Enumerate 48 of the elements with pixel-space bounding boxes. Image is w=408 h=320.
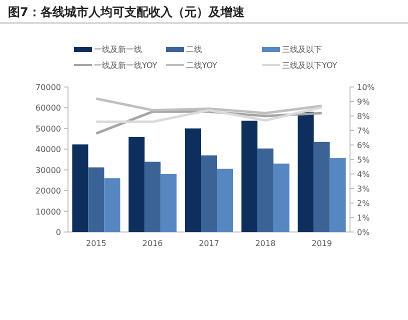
chart-title: 图7：各线城市人均可支配收入（元）及增速 <box>8 5 246 19</box>
bar <box>201 155 217 232</box>
y-tick-label: 10000 <box>36 207 61 216</box>
legend-label: 三线及以下YOY <box>282 61 338 70</box>
bar <box>128 136 145 232</box>
legend-label: 二线YOY <box>186 61 218 70</box>
legend-label: 一线及新一线YOY <box>94 61 158 70</box>
bar <box>72 144 88 232</box>
line-series <box>94 106 324 124</box>
y2-tick-label: 9% <box>357 98 370 106</box>
y2-tick-label: 6% <box>357 141 370 150</box>
bar <box>217 168 233 232</box>
bar <box>298 112 314 232</box>
y2-tick-label: 10% <box>357 83 376 92</box>
bar <box>88 167 104 232</box>
y2-tick-label: 1% <box>357 214 370 222</box>
legend-label: 二线 <box>186 45 202 54</box>
y2-tick-label: 7% <box>357 126 370 136</box>
y2-tick-label: 2% <box>357 199 370 208</box>
legend-label: 一线及新一线 <box>94 45 142 54</box>
y2-tick-label: 8% <box>357 112 370 121</box>
bar <box>257 148 274 232</box>
x-tick-label: 2016 <box>142 239 163 248</box>
bar <box>273 164 290 232</box>
y2-tick-label: 4% <box>357 170 370 179</box>
y-tick-label: 50000 <box>36 124 61 134</box>
x-tick-label: 2018 <box>255 239 276 248</box>
bar <box>241 120 258 232</box>
line-series <box>94 97 324 114</box>
y-tick-label: 60000 <box>36 104 61 113</box>
x-tick-label: 2019 <box>312 239 332 248</box>
bar <box>185 128 201 232</box>
bar <box>314 142 330 232</box>
y-tick-label: 70000 <box>36 83 61 92</box>
bar <box>144 162 161 232</box>
y2-tick-label: 3% <box>357 184 370 194</box>
y2-tick-label: 5% <box>357 156 370 164</box>
y-tick-label: 30000 <box>36 166 61 175</box>
x-tick-label: 2017 <box>198 239 220 248</box>
y-tick-label: 20000 <box>36 186 61 196</box>
y-tick-label: 40000 <box>36 145 61 154</box>
bar <box>160 174 177 232</box>
x-tick-label: 2015 <box>86 239 106 248</box>
y-tick-label: 0 <box>56 228 61 237</box>
y2-tick-label: 0% <box>357 228 370 237</box>
legend-label: 三线及以下 <box>282 45 322 54</box>
bar <box>104 178 120 232</box>
bar <box>330 158 346 232</box>
